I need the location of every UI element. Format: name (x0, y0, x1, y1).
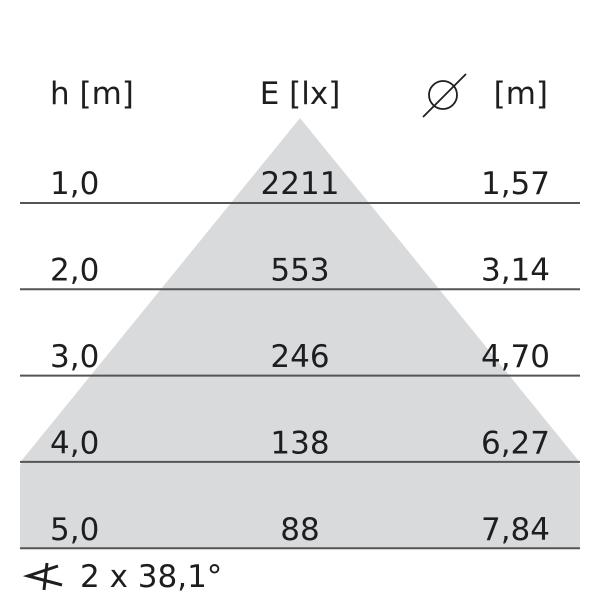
row-height: 4,0 (50, 426, 99, 462)
diameter-icon (422, 73, 467, 118)
row-diameter: 1,57 (481, 166, 550, 202)
header-diameter-unit: [m] (494, 76, 548, 112)
row-diameter: 4,70 (481, 339, 550, 375)
row-height: 1,0 (50, 166, 99, 202)
row-illuminance: 246 (270, 339, 329, 375)
row-illuminance: 138 (270, 426, 329, 462)
row-diameter: 3,14 (481, 253, 550, 289)
row-illuminance: 88 (280, 512, 319, 548)
row-diameter: 6,27 (481, 426, 550, 462)
beam-angle-text: 2 x 38,1° (80, 559, 222, 595)
header-height: h [m] (50, 76, 134, 112)
row-height: 3,0 (50, 339, 99, 375)
row-height: 2,0 (50, 253, 99, 289)
row-diameter: 7,84 (481, 512, 550, 548)
header-illuminance: E [lx] (260, 76, 341, 112)
light-cone (20, 118, 580, 548)
row-illuminance: 553 (270, 253, 329, 289)
row-height: 5,0 (50, 512, 99, 548)
angle-icon (22, 562, 63, 591)
row-illuminance: 2211 (261, 166, 340, 202)
